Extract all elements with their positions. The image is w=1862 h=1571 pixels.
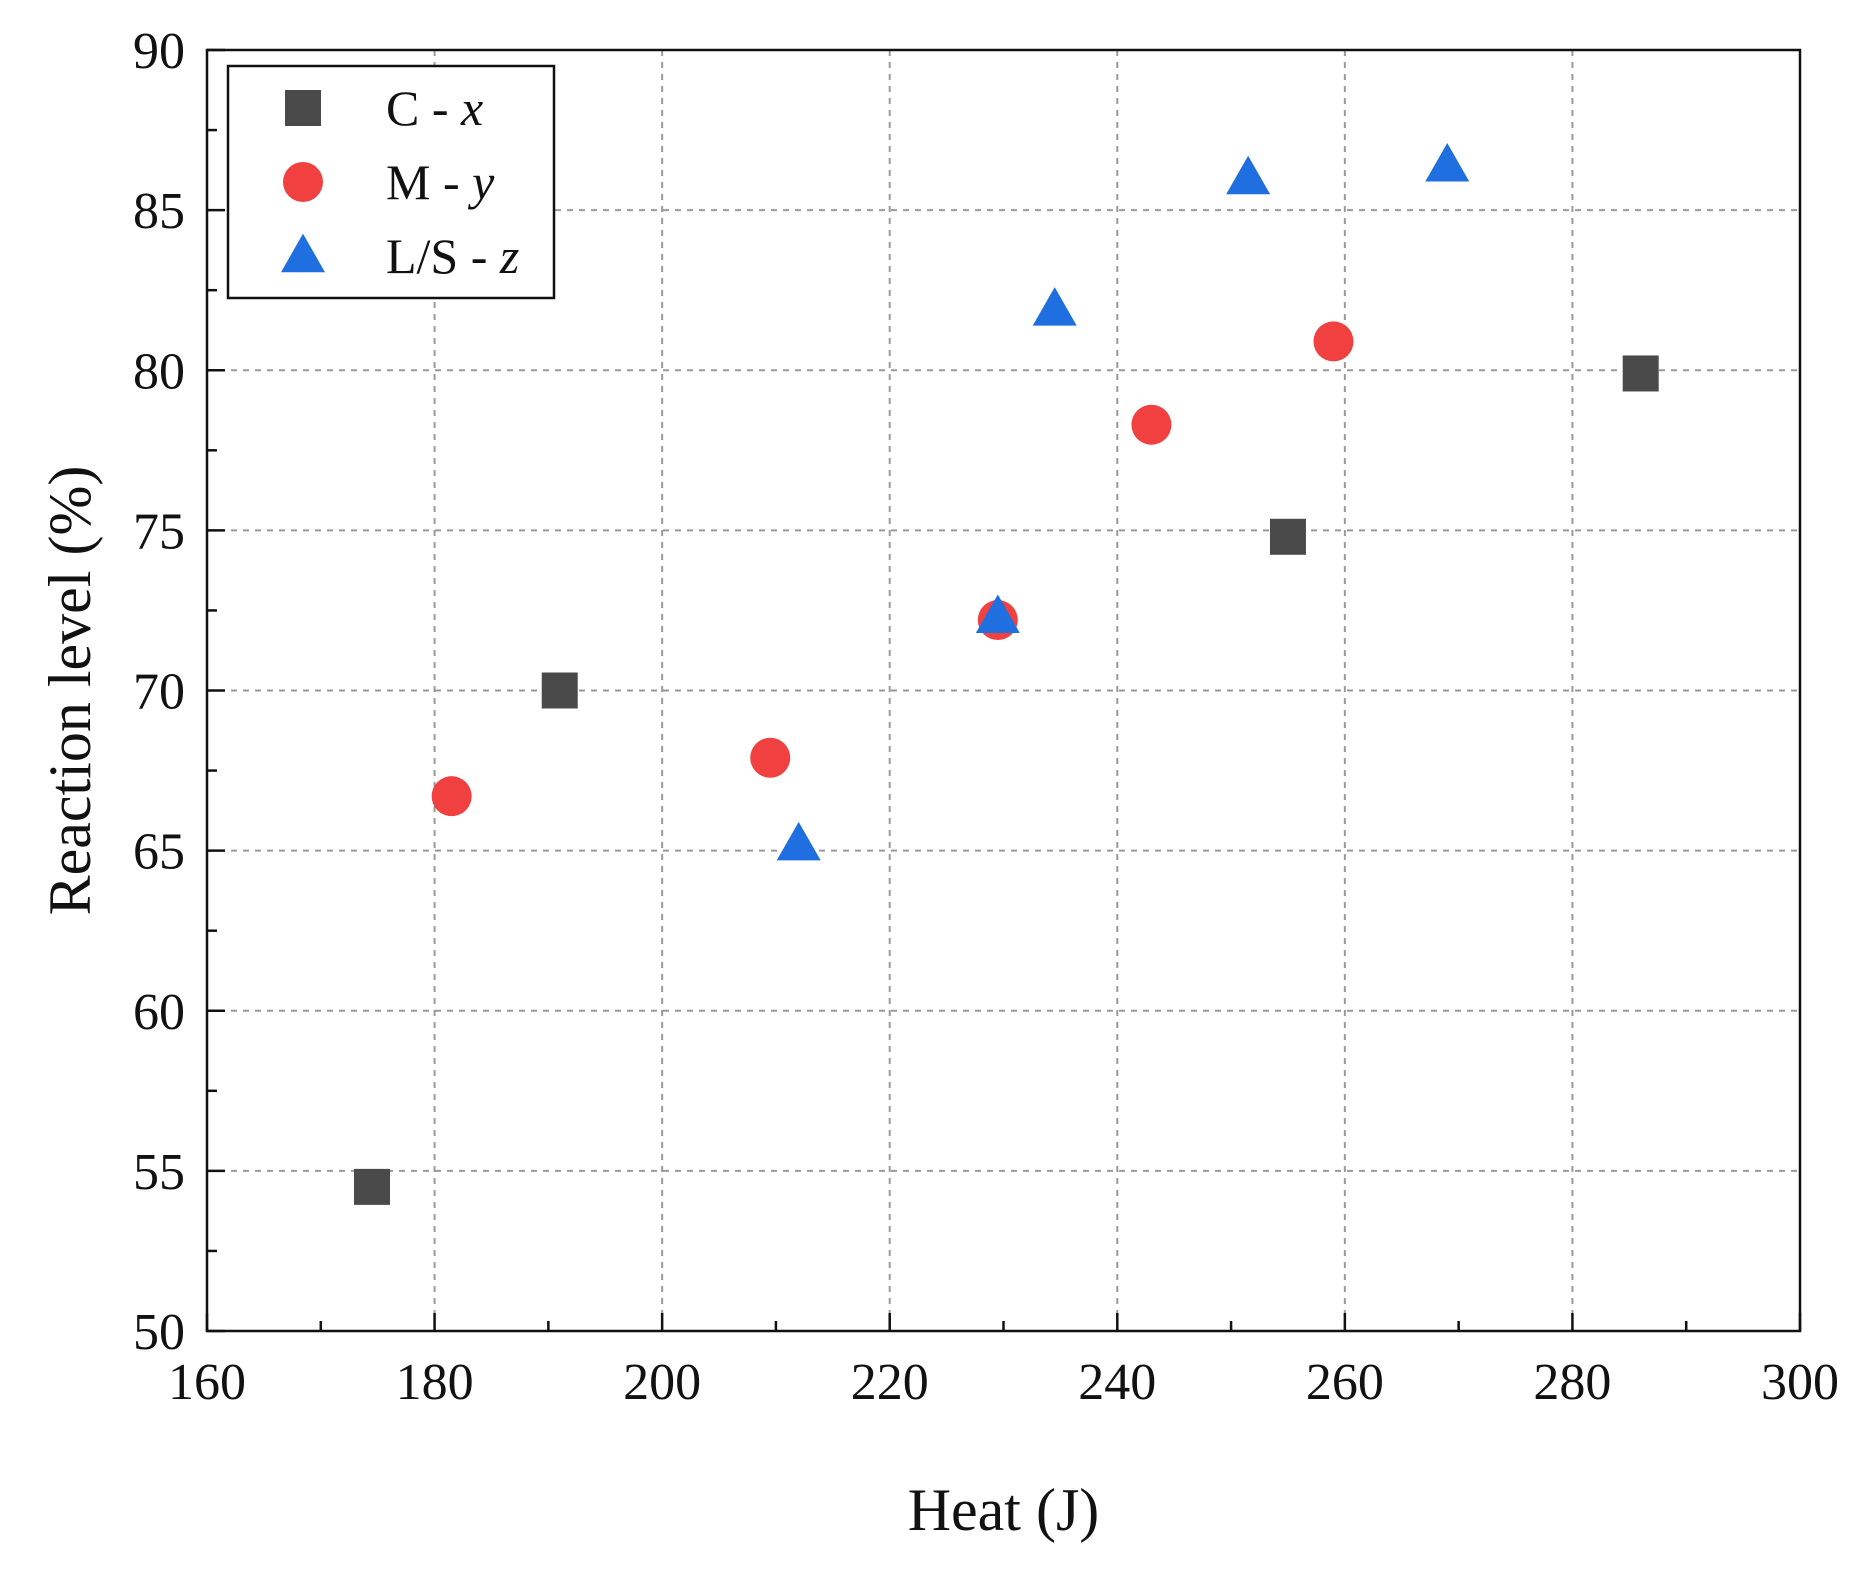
legend-label-main: C -	[386, 80, 461, 136]
x-tick-label: 240	[1078, 1354, 1156, 1411]
x-axis-title: Heat (J)	[908, 1477, 1100, 1543]
data-point-layer	[353, 142, 1659, 1205]
triangle-point	[1032, 287, 1077, 326]
legend-label-main: L/S -	[386, 228, 500, 284]
y-tick-label: 70	[133, 664, 185, 721]
circle-point	[1313, 321, 1354, 362]
plot-frame	[205, 48, 1802, 1333]
x-tick-label: 180	[396, 1354, 474, 1411]
legend-label-variable: x	[460, 80, 483, 136]
y-tick-label: 85	[133, 183, 185, 240]
legend-items: C - x M - y L/S - z	[281, 80, 519, 284]
y-tick-label: 80	[133, 343, 185, 400]
legend-label: M - y	[386, 154, 495, 210]
triangle-point	[776, 821, 821, 861]
y-axis-title: Reaction level (%)	[37, 466, 103, 916]
triangle-point	[1226, 155, 1271, 195]
legend-marker	[285, 90, 321, 126]
circle-point	[750, 737, 791, 778]
legend-box	[226, 64, 556, 300]
legend-label-variable: y	[467, 154, 495, 210]
x-tick-label: 200	[623, 1354, 701, 1411]
y-tick-label: 65	[133, 824, 185, 881]
y-tick-label: 90	[133, 23, 185, 80]
legend-label: C - x	[386, 80, 483, 136]
x-tick-label: 220	[851, 1354, 929, 1411]
x-tick-label: 160	[168, 1354, 246, 1411]
y-tick-label: 60	[133, 984, 185, 1041]
square-point	[1269, 518, 1306, 555]
legend: C - x M - y L/S - z	[226, 64, 556, 300]
tick-label-layer: 160 180 200 220 240 260 280 300 50 55 60 65 70 75 80 85…	[133, 23, 1839, 1411]
legend-label: L/S - z	[386, 228, 519, 284]
y-tick-label: 50	[133, 1304, 185, 1361]
x-tick-label: 260	[1306, 1354, 1384, 1411]
circle-point	[431, 776, 472, 817]
square-point	[541, 672, 578, 709]
legend-marker	[283, 162, 323, 202]
x-tick-label: 280	[1533, 1354, 1611, 1411]
y-tick-label: 75	[133, 503, 185, 560]
legend-marker	[281, 233, 325, 273]
square-point	[1622, 355, 1659, 392]
legend-label-main: M -	[386, 154, 472, 210]
y-tick-label: 55	[133, 1144, 185, 1201]
triangle-point	[975, 594, 1020, 634]
legend-label-variable: z	[499, 228, 519, 284]
square-point	[353, 1168, 390, 1205]
x-tick-label: 300	[1761, 1354, 1839, 1411]
circle-point	[1131, 404, 1172, 445]
triangle-point	[1425, 142, 1470, 182]
